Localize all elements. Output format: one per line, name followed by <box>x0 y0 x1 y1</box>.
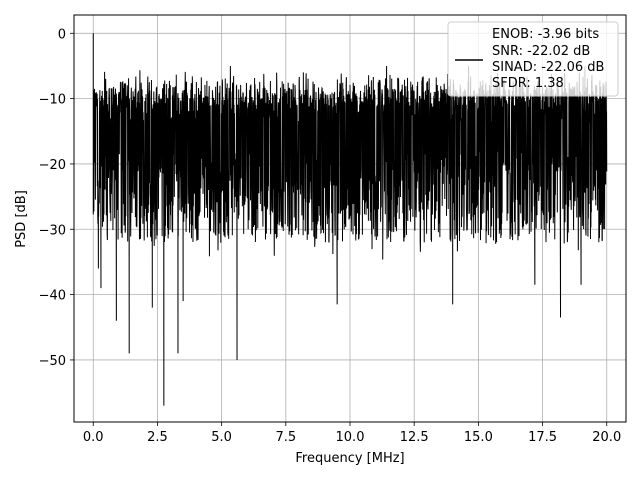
y-tick-label: −20 <box>39 158 66 173</box>
x-axis-ticks: 0.0 2.5 5.0 7.5 10.0 12.5 15.0 17.5 20.0 <box>83 422 621 445</box>
legend-snr: SNR: -22.02 dB <box>492 44 590 59</box>
y-tick-label: −40 <box>39 289 66 304</box>
x-axis-title: Frequency [MHz] <box>295 451 404 466</box>
x-tick-label: 2.5 <box>147 430 168 445</box>
y-tick-label: −50 <box>39 354 66 369</box>
legend-sinad: SINAD: -22.06 dB <box>492 60 604 75</box>
x-tick-label: 20.0 <box>592 430 621 445</box>
x-tick-label: 5.0 <box>211 430 232 445</box>
y-axis-ticks: 0 −10 −20 −30 −40 −50 <box>39 27 74 369</box>
y-tick-label: −30 <box>39 223 66 238</box>
x-tick-label: 15.0 <box>464 430 493 445</box>
y-tick-label: −10 <box>39 93 66 108</box>
legend-sfdr: SFDR: 1.38 <box>492 76 564 91</box>
x-tick-label: 0.0 <box>83 430 104 445</box>
series-layer <box>92 33 608 406</box>
legend: ENOB: -3.96 bits SNR: -22.02 dB SINAD: -… <box>447 21 619 97</box>
x-tick-label: 12.5 <box>400 430 429 445</box>
x-tick-label: 10.0 <box>336 430 365 445</box>
psd-series-line <box>92 33 608 406</box>
y-axis-title: PSD [dB] <box>14 190 29 248</box>
y-tick-label: 0 <box>58 27 66 42</box>
x-tick-label: 7.5 <box>275 430 296 445</box>
legend-box <box>447 21 619 97</box>
x-tick-label: 17.5 <box>528 430 557 445</box>
legend-enob: ENOB: -3.96 bits <box>492 27 599 42</box>
